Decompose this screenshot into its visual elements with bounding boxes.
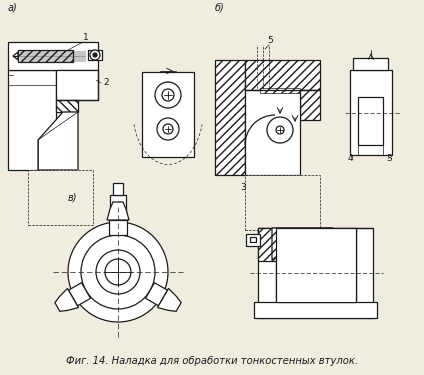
- Bar: [254, 302, 377, 318]
- Polygon shape: [145, 283, 167, 306]
- Bar: [276, 228, 356, 302]
- Bar: [258, 228, 333, 246]
- Circle shape: [96, 250, 140, 294]
- Circle shape: [105, 259, 131, 285]
- Polygon shape: [55, 288, 78, 311]
- Bar: [88, 50, 102, 60]
- Bar: [246, 234, 260, 246]
- Bar: [56, 70, 98, 100]
- Bar: [113, 183, 123, 195]
- Polygon shape: [272, 228, 333, 260]
- Text: 3: 3: [386, 154, 392, 163]
- Text: а): а): [8, 3, 18, 13]
- Bar: [358, 97, 383, 145]
- Circle shape: [68, 222, 168, 322]
- Bar: [258, 228, 276, 261]
- Circle shape: [93, 53, 97, 57]
- Text: 1: 1: [83, 33, 89, 42]
- Text: Фиг. 14. Наладка для обработки тонкостенных втулок.: Фиг. 14. Наладка для обработки тонкостен…: [66, 356, 358, 366]
- Polygon shape: [107, 202, 129, 220]
- Bar: [8, 42, 98, 70]
- Bar: [18, 50, 73, 62]
- Bar: [260, 88, 300, 93]
- Bar: [215, 60, 245, 175]
- Circle shape: [276, 126, 284, 134]
- Circle shape: [163, 124, 173, 134]
- Circle shape: [162, 89, 174, 101]
- Bar: [28, 170, 93, 225]
- Circle shape: [267, 117, 293, 143]
- Polygon shape: [109, 220, 127, 235]
- Circle shape: [90, 50, 100, 60]
- Bar: [142, 72, 194, 157]
- Polygon shape: [13, 52, 18, 60]
- Text: 5: 5: [267, 36, 273, 45]
- Bar: [245, 60, 320, 90]
- Bar: [300, 90, 320, 120]
- Bar: [350, 70, 392, 155]
- Bar: [245, 90, 300, 175]
- Bar: [250, 237, 256, 242]
- Bar: [110, 195, 126, 220]
- Polygon shape: [56, 100, 78, 112]
- Text: 4: 4: [348, 154, 354, 163]
- Circle shape: [81, 235, 155, 309]
- Bar: [276, 228, 356, 302]
- Bar: [276, 228, 333, 246]
- Text: 2: 2: [103, 78, 109, 87]
- Bar: [245, 175, 320, 230]
- Polygon shape: [38, 112, 78, 170]
- Text: б): б): [215, 3, 225, 13]
- Bar: [258, 228, 373, 318]
- Circle shape: [157, 118, 179, 140]
- Polygon shape: [158, 288, 181, 311]
- Bar: [353, 58, 388, 70]
- Text: в): в): [68, 192, 78, 202]
- Bar: [8, 70, 56, 170]
- Text: 3: 3: [240, 183, 246, 192]
- Circle shape: [155, 82, 181, 108]
- Polygon shape: [68, 283, 90, 306]
